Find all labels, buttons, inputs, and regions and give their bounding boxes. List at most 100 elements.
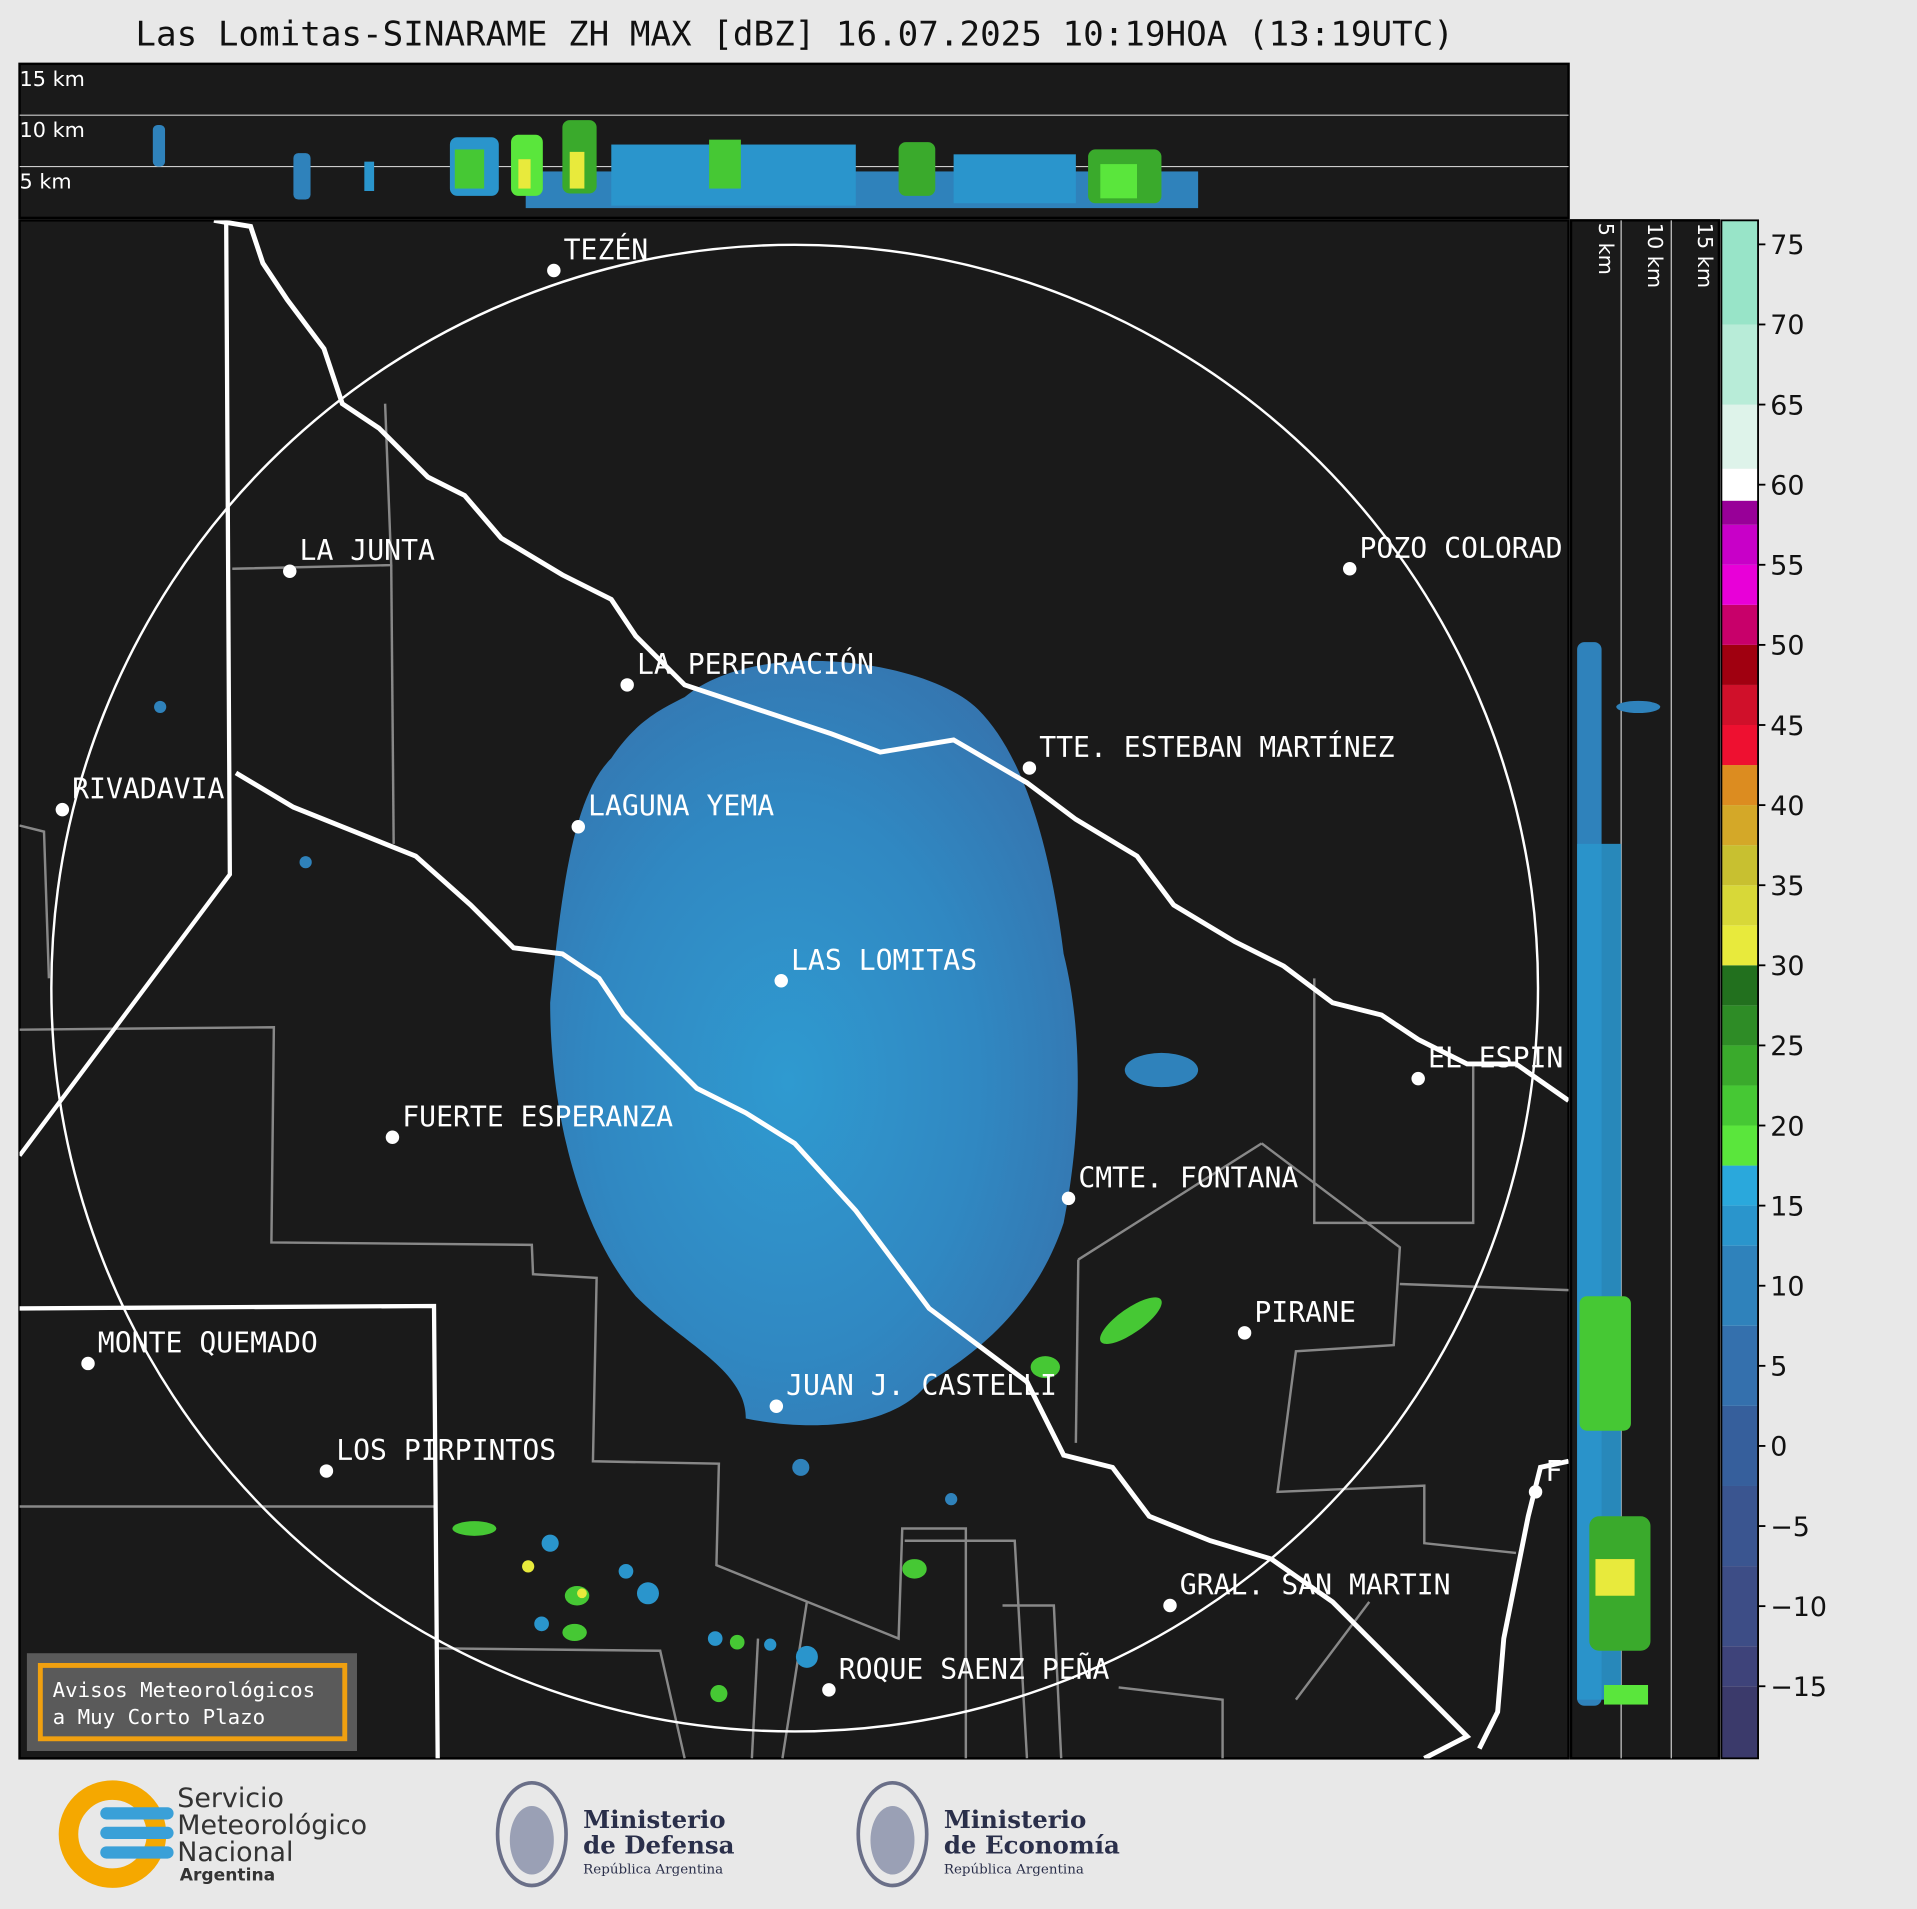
city-label: FUERTE ESPERANZA	[402, 1100, 673, 1133]
notice-border	[37, 1662, 348, 1742]
colorbar-band	[1721, 220, 1759, 325]
colorbar-band	[1721, 1686, 1759, 1759]
city-dot	[1061, 1191, 1076, 1206]
colorbar-tick-label: −10	[1770, 1592, 1827, 1623]
logo-text: de Defensa	[583, 1831, 734, 1860]
city-label: LA PERFORACIÓN	[637, 647, 874, 681]
colorbar-tick-label: 0	[1770, 1432, 1787, 1463]
defensa-logo: Ministerio de Defensa República Argentin…	[495, 1780, 735, 1888]
colorbar-tick-label: 60	[1770, 470, 1804, 501]
colorbar-tick-label: 30	[1770, 951, 1804, 982]
radar-echo	[550, 660, 1078, 1426]
notice-text: a Muy Corto Plazo	[53, 1705, 266, 1729]
city-label: GRAL. SAN MARTIN	[1180, 1569, 1451, 1602]
logo-text: Ministerio	[944, 1805, 1086, 1834]
colorbar-band	[1721, 885, 1759, 926]
title: Las Lomitas-SINARAME ZH MAX [dBZ] 16.07.…	[135, 15, 1454, 55]
colorbar-tick-label: 65	[1770, 390, 1804, 421]
colorbar-tick-label: 45	[1770, 711, 1804, 742]
colorbar-band	[1721, 1005, 1759, 1046]
logo-text: Ministerio	[583, 1805, 725, 1834]
notice-text: Avisos Meteorológicos	[53, 1678, 316, 1702]
city-label: LOS PIRPINTOS	[336, 1434, 556, 1467]
colorbar-band	[1721, 1485, 1759, 1567]
city-label: LAGUNA YEMA	[588, 790, 774, 823]
logo-text: República Argentina	[944, 1862, 1084, 1877]
city-labels: TEZÉN LA JUNTA POZO COLORAD LA PERFORACIÓN T…	[55, 232, 1563, 1697]
colorbar-band	[1721, 1205, 1759, 1246]
city-dot	[283, 564, 297, 578]
colorbar-band	[1721, 524, 1759, 565]
colorbar-tick-label: 15	[1770, 1191, 1804, 1222]
colorbar-band	[1721, 1646, 1759, 1687]
colorbar-band	[1721, 805, 1759, 846]
city-label: TEZÉN	[564, 232, 649, 266]
colorbar-band	[1721, 468, 1759, 501]
city-dot	[319, 1464, 334, 1478]
city-label: ROQUE SAENZ PEÑA	[839, 1652, 1110, 1686]
colorbar-band	[1721, 564, 1759, 605]
colorbar-band	[1721, 724, 1759, 766]
colorbar-band	[1721, 1125, 1759, 1166]
city-label: PIRANE	[1254, 1296, 1356, 1329]
colorbar-band	[1721, 925, 1759, 966]
colorbar-frame	[1720, 219, 1759, 1760]
city-label: POZO COLORAD	[1360, 532, 1563, 565]
city-dot	[774, 974, 788, 988]
city-label: MONTE QUEMADO	[98, 1326, 318, 1359]
city-dot	[1343, 562, 1357, 576]
city-label: JUAN J. CASTELLI	[786, 1369, 1057, 1402]
colorbar-tick-label: −5	[1770, 1512, 1810, 1543]
city-dot	[547, 263, 561, 278]
colorbar-tick-label: 70	[1770, 310, 1804, 341]
colorbar-tick-label: 25	[1770, 1031, 1804, 1062]
colorbar-tick-label: 75	[1770, 230, 1804, 261]
colorbar-tick-label: 5	[1770, 1352, 1787, 1383]
height-label: 15 km	[20, 67, 85, 91]
colorbar-band	[1721, 1245, 1759, 1326]
height-label: 5 km	[20, 170, 72, 194]
colorbar-tick-label: −15	[1770, 1672, 1827, 1703]
colorbar-band	[1721, 324, 1759, 405]
city-dot	[822, 1683, 836, 1697]
colorbar-band	[1721, 684, 1759, 725]
city-dot	[620, 678, 634, 692]
city-label: CMTE. FONTANA	[1078, 1161, 1298, 1194]
colorbar-band	[1721, 1566, 1759, 1647]
smn-logo: Servicio Meteorológico Nacional Argentin…	[58, 1780, 367, 1888]
colorbar-band	[1721, 965, 1759, 1006]
colorbar-band	[1721, 1325, 1759, 1406]
notice-box	[26, 1653, 357, 1752]
colorbar-band	[1721, 1165, 1759, 1206]
height-label: 15 km	[1693, 223, 1717, 288]
city-label: LA JUNTA	[300, 534, 435, 567]
colorbar-band	[1721, 765, 1759, 806]
city-dot	[769, 1399, 784, 1413]
colorbar-band	[1721, 1045, 1759, 1086]
colorbar-band	[1721, 644, 1759, 685]
side-section-echoes	[1577, 220, 1672, 1759]
colorbar-band	[1721, 1085, 1759, 1126]
height-label: 5 km	[1594, 223, 1618, 275]
map-layers: TEZÉN LA JUNTA POZO COLORAD LA PERFORACIÓN T…	[19, 220, 1569, 1759]
colorbar-band	[1721, 404, 1759, 469]
colorbar-band	[1721, 845, 1759, 886]
colorbar-tick-label: 10	[1770, 1272, 1804, 1303]
colorbar: −15 −10 −5 0 5 10 15 20 25 30 35 40 45 50 55 60 65 70 75	[1720, 219, 1827, 1760]
city-label: TTE. ESTEBAN MARTÍNEZ	[1039, 730, 1394, 764]
colorbar-tick-label: 50	[1770, 631, 1804, 662]
colorbar-band	[1721, 1405, 1759, 1486]
logo-text: Servicio	[177, 1783, 284, 1814]
height-label: 10 km	[20, 118, 85, 142]
colorbar-tick-label: 20	[1770, 1111, 1804, 1142]
economia-logo: Ministerio de Economía República Argenti…	[856, 1780, 1120, 1888]
colorbar-tick-label: 40	[1770, 791, 1804, 822]
logo-text: República Argentina	[583, 1862, 723, 1877]
city-label: EL ESPIN	[1428, 1042, 1563, 1075]
logo-text: de Economía	[944, 1831, 1120, 1860]
city-dot	[571, 820, 586, 834]
colorbar-band	[1721, 500, 1759, 525]
city-dot	[55, 802, 70, 817]
top-section-echoes	[19, 114, 1569, 209]
